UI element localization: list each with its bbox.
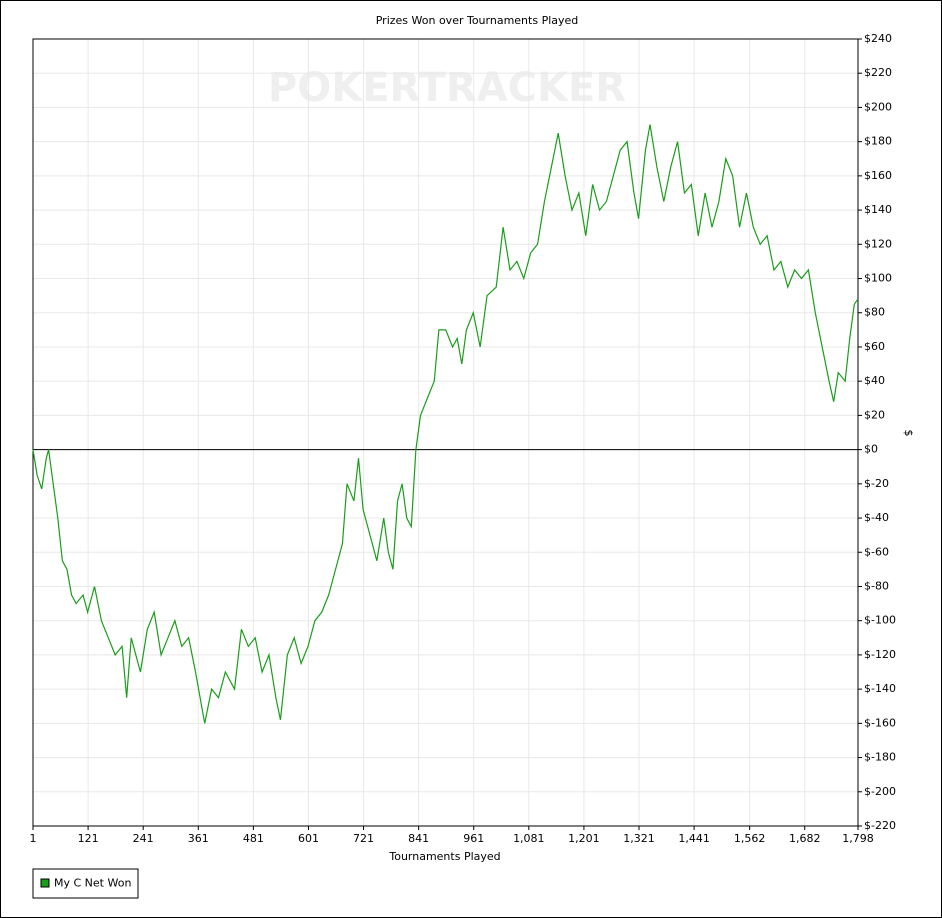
legend-label: My C Net Won bbox=[54, 877, 131, 890]
y-tick-label: $160 bbox=[864, 169, 892, 182]
y-tick-label: $-200 bbox=[864, 785, 896, 798]
x-tick-label: 121 bbox=[78, 832, 99, 845]
x-tick-label: 1,562 bbox=[734, 832, 766, 845]
y-tick-label: $-160 bbox=[864, 716, 896, 729]
y-tick-label: $20 bbox=[864, 408, 885, 421]
y-tick-label: $-140 bbox=[864, 682, 896, 695]
chart-title: Prizes Won over Tournaments Played bbox=[376, 14, 579, 27]
y-tick-label: $-180 bbox=[864, 751, 896, 764]
y-tick-label: $-100 bbox=[864, 614, 896, 627]
y-axis-label: $ bbox=[902, 430, 915, 437]
x-tick-label: 1 bbox=[30, 832, 37, 845]
data-line bbox=[32, 124, 859, 724]
y-tick-label: $200 bbox=[864, 100, 892, 113]
y-tick-label: $220 bbox=[864, 66, 892, 79]
legend-swatch bbox=[40, 878, 50, 888]
x-tick-label: 1,321 bbox=[623, 832, 655, 845]
y-tick-label: $-220 bbox=[864, 819, 896, 832]
y-tick-label: $120 bbox=[864, 237, 892, 250]
x-tick-label: 601 bbox=[298, 832, 319, 845]
y-tick-label: $-60 bbox=[864, 545, 889, 558]
x-tick-label: 961 bbox=[463, 832, 484, 845]
x-tick-label: 361 bbox=[188, 832, 209, 845]
x-tick-label: 721 bbox=[353, 832, 374, 845]
x-tick-label: 481 bbox=[243, 832, 264, 845]
y-tick-label: $60 bbox=[864, 340, 885, 353]
y-tick-label: $40 bbox=[864, 374, 885, 387]
x-tick-label: 841 bbox=[408, 832, 429, 845]
y-tick-label: $-40 bbox=[864, 511, 889, 524]
plot-area bbox=[32, 38, 859, 827]
x-tick-label: 1,682 bbox=[789, 832, 821, 845]
y-tick-label: $80 bbox=[864, 306, 885, 319]
x-tick-label: 1,081 bbox=[513, 832, 545, 845]
x-tick-label: 1,201 bbox=[568, 832, 600, 845]
y-tick-label: $140 bbox=[864, 203, 892, 216]
y-tick-label: $100 bbox=[864, 272, 892, 285]
y-tick-label: $-20 bbox=[864, 477, 889, 490]
y-tick-label: $240 bbox=[864, 32, 892, 45]
y-tick-label: $-80 bbox=[864, 579, 889, 592]
y-tick-label: $0 bbox=[864, 443, 878, 456]
x-tick-label: 1,798 bbox=[842, 832, 874, 845]
y-tick-label: $-120 bbox=[864, 648, 896, 661]
legend-box bbox=[32, 868, 139, 899]
y-tick-label: $180 bbox=[864, 135, 892, 148]
x-tick-label: 241 bbox=[133, 832, 154, 845]
x-axis-label: Tournaments Played bbox=[388, 850, 500, 863]
watermark: POKERTRACKER bbox=[268, 65, 626, 111]
x-tick-label: 1,441 bbox=[678, 832, 710, 845]
